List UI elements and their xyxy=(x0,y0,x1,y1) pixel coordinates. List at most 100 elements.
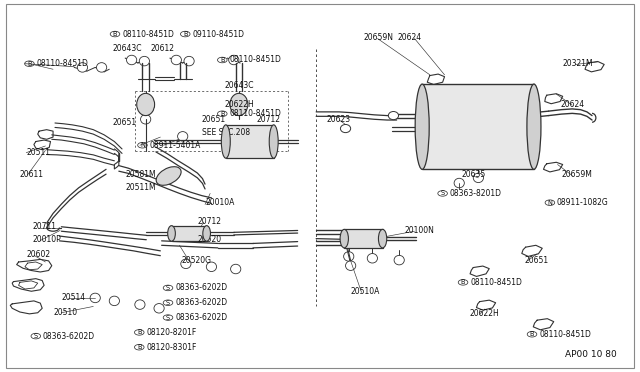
Text: B: B xyxy=(113,31,117,37)
Text: 20659M: 20659M xyxy=(561,170,592,179)
Ellipse shape xyxy=(168,226,175,241)
Ellipse shape xyxy=(340,125,351,133)
Text: 08110-8451D: 08110-8451D xyxy=(122,29,174,39)
Ellipse shape xyxy=(230,264,241,274)
Ellipse shape xyxy=(206,262,216,272)
Ellipse shape xyxy=(127,55,137,65)
Text: 08911-1082G: 08911-1082G xyxy=(557,198,609,207)
Ellipse shape xyxy=(177,132,188,141)
Text: N: N xyxy=(547,200,552,206)
Text: 20624: 20624 xyxy=(398,33,422,42)
Text: S: S xyxy=(440,190,445,196)
Text: 08363-8201D: 08363-8201D xyxy=(450,189,502,198)
Text: 20712: 20712 xyxy=(256,115,280,124)
Ellipse shape xyxy=(415,84,429,169)
Text: AP00 10 80: AP00 10 80 xyxy=(565,350,617,359)
Text: 20651: 20651 xyxy=(202,115,226,124)
Ellipse shape xyxy=(137,93,155,116)
Ellipse shape xyxy=(221,125,230,158)
Bar xyxy=(422,84,534,169)
Text: 20581M: 20581M xyxy=(125,170,156,179)
Text: 08120-8201F: 08120-8201F xyxy=(147,328,196,337)
Text: 20511: 20511 xyxy=(26,148,50,157)
Text: 20100N: 20100N xyxy=(404,226,434,235)
Ellipse shape xyxy=(454,178,465,188)
Ellipse shape xyxy=(109,296,120,306)
Text: 08363-6202D: 08363-6202D xyxy=(175,298,227,307)
Text: S: S xyxy=(34,333,38,339)
Text: 20712: 20712 xyxy=(197,217,221,226)
Text: B: B xyxy=(183,31,188,37)
Text: 08363-6202D: 08363-6202D xyxy=(43,331,95,341)
Text: 20514: 20514 xyxy=(61,293,86,302)
Text: B: B xyxy=(530,331,534,337)
Ellipse shape xyxy=(90,293,100,303)
Ellipse shape xyxy=(97,62,107,72)
Ellipse shape xyxy=(77,62,88,72)
Text: 08110-8451D: 08110-8451D xyxy=(229,109,281,118)
Text: 20651: 20651 xyxy=(113,119,136,128)
Text: 20643C: 20643C xyxy=(113,44,142,53)
Ellipse shape xyxy=(154,304,164,313)
Text: 20643C: 20643C xyxy=(224,81,253,90)
Text: 20611: 20611 xyxy=(20,170,44,179)
Ellipse shape xyxy=(367,254,378,263)
Ellipse shape xyxy=(228,55,239,65)
Ellipse shape xyxy=(141,115,151,124)
Text: 20010P: 20010P xyxy=(33,235,61,244)
Text: 20622H: 20622H xyxy=(469,310,499,318)
Ellipse shape xyxy=(172,55,181,65)
Ellipse shape xyxy=(180,259,191,269)
Ellipse shape xyxy=(156,167,181,185)
Ellipse shape xyxy=(388,112,399,120)
Text: 20510A: 20510A xyxy=(350,287,380,296)
Text: 20622H: 20622H xyxy=(224,100,254,109)
Text: 20510: 20510 xyxy=(53,308,77,317)
Text: 20651: 20651 xyxy=(524,256,548,264)
Text: 20010A: 20010A xyxy=(205,198,234,207)
Text: 20623: 20623 xyxy=(326,115,351,124)
Text: 20659N: 20659N xyxy=(364,33,394,42)
Text: 20612: 20612 xyxy=(150,44,174,53)
Text: 08110-8451D: 08110-8451D xyxy=(470,278,522,287)
Text: 08911-5401A: 08911-5401A xyxy=(150,141,201,150)
Text: B: B xyxy=(27,61,32,67)
Ellipse shape xyxy=(378,230,387,248)
Text: B: B xyxy=(137,329,141,336)
Ellipse shape xyxy=(344,252,354,261)
Ellipse shape xyxy=(473,173,483,183)
Text: 20711: 20711 xyxy=(33,222,56,231)
Ellipse shape xyxy=(135,300,145,310)
Ellipse shape xyxy=(527,84,541,169)
Text: 20511M: 20511M xyxy=(125,183,156,192)
Bar xyxy=(172,226,207,241)
Text: 08363-6202D: 08363-6202D xyxy=(175,313,227,322)
Text: 20520G: 20520G xyxy=(181,256,211,264)
Text: B: B xyxy=(220,57,225,63)
Text: 20624: 20624 xyxy=(561,100,585,109)
Text: B: B xyxy=(137,344,141,350)
Text: 09110-8451D: 09110-8451D xyxy=(192,29,244,39)
Ellipse shape xyxy=(140,57,150,66)
Text: 20635: 20635 xyxy=(462,170,486,179)
Bar xyxy=(226,125,274,158)
Text: S: S xyxy=(166,315,170,321)
Ellipse shape xyxy=(269,125,278,158)
Ellipse shape xyxy=(346,261,356,270)
Text: 08110-8451D: 08110-8451D xyxy=(229,55,281,64)
Text: 08120-8301F: 08120-8301F xyxy=(147,343,196,352)
Text: B: B xyxy=(461,279,465,285)
Text: 20321M: 20321M xyxy=(563,59,593,68)
Text: 08110-8451D: 08110-8451D xyxy=(539,330,591,339)
Bar xyxy=(344,230,383,248)
Text: 20520: 20520 xyxy=(197,235,221,244)
Text: 08363-6202D: 08363-6202D xyxy=(175,283,227,292)
Text: 20602: 20602 xyxy=(26,250,51,259)
Ellipse shape xyxy=(340,230,348,248)
Text: S: S xyxy=(166,285,170,291)
Text: B: B xyxy=(220,111,225,117)
Ellipse shape xyxy=(184,57,194,66)
Text: N: N xyxy=(140,142,145,148)
Text: 08110-8451D: 08110-8451D xyxy=(36,59,88,68)
Ellipse shape xyxy=(203,226,211,241)
